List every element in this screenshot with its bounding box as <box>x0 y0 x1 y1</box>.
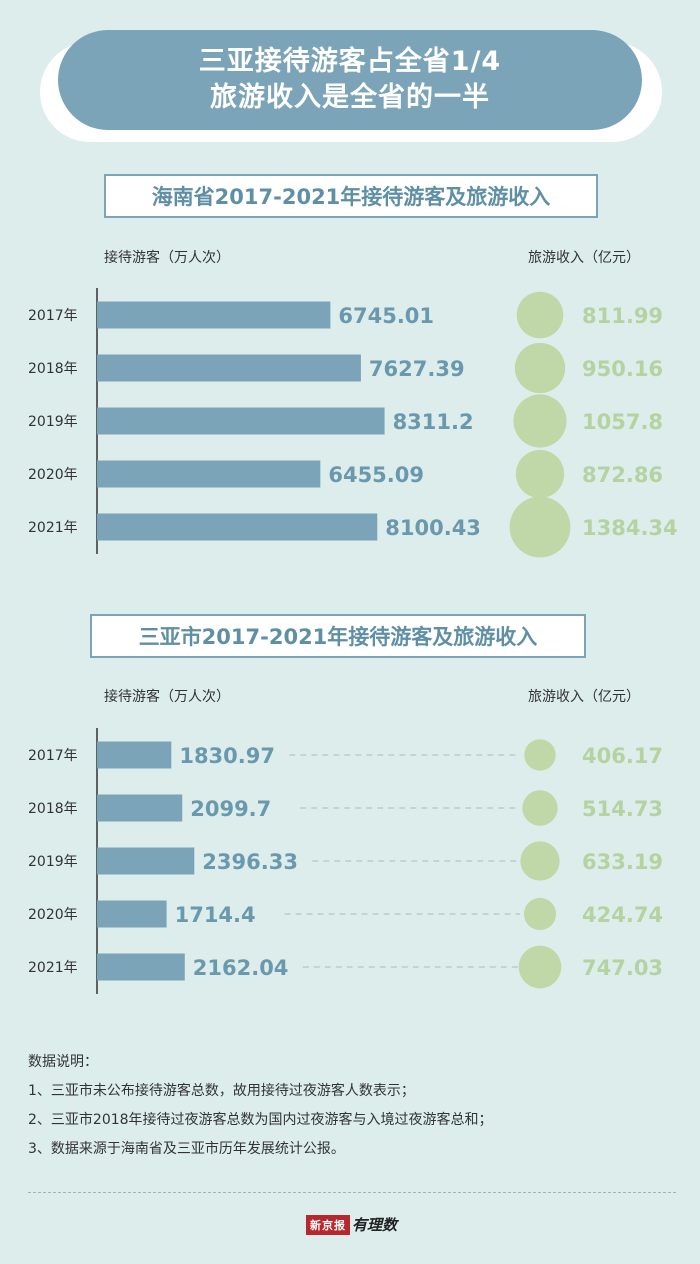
category-label: 2021年 <box>28 960 78 976</box>
right-axis-label-hainan: 旅游收入（亿元） <box>528 250 640 266</box>
category-label: 2018年 <box>28 801 78 817</box>
revenue-value-label: 406.17 <box>582 744 663 768</box>
revenue-bubble <box>514 342 566 394</box>
note-item: 3、数据来源于海南省及三亚市历年发展统计公报。 <box>28 1141 345 1157</box>
left-axis-label-sanya: 接待游客（万人次） <box>104 689 230 705</box>
revenue-bubble <box>523 897 557 931</box>
category-label: 2020年 <box>28 467 78 483</box>
revenue-value-label: 1384.34 <box>582 516 678 540</box>
revenue-value-label: 872.86 <box>582 463 663 487</box>
visitor-value-label: 6455.09 <box>328 463 424 487</box>
logo-text: 有理数 <box>352 1216 398 1234</box>
revenue-value-label: 1057.8 <box>582 410 663 434</box>
revenue-bubble <box>516 291 564 339</box>
visitor-value-label: 1714.4 <box>175 903 256 927</box>
category-label: 2019年 <box>28 414 78 430</box>
revenue-bubble <box>509 496 571 558</box>
revenue-bubble <box>522 790 558 826</box>
visitor-value-label: 8100.43 <box>385 516 481 540</box>
revenue-value-label: 811.99 <box>582 304 663 328</box>
visitor-value-label: 8311.2 <box>393 410 474 434</box>
note-item: 1、三亚市未公布接待游客总数，故用接待过夜游客人数表示； <box>28 1083 415 1099</box>
visitor-value-label: 2162.04 <box>193 956 289 980</box>
visitor-bar <box>97 900 167 928</box>
publisher-logo: 新京报 有理数 <box>306 1214 397 1235</box>
page-title-line2: 旅游收入是全省的一半 <box>210 82 490 113</box>
revenue-value-label: 950.16 <box>582 357 663 381</box>
visitor-bar <box>97 301 331 329</box>
category-label: 2021年 <box>28 520 78 536</box>
visitor-bar <box>97 847 195 875</box>
category-label: 2019年 <box>28 854 78 870</box>
right-axis-label-sanya: 旅游收入（亿元） <box>528 689 640 705</box>
visitor-bar <box>97 794 183 822</box>
visitor-bar <box>97 460 321 488</box>
category-label: 2017年 <box>28 308 78 324</box>
visitor-value-label: 2396.33 <box>202 850 298 874</box>
revenue-value-label: 424.74 <box>582 903 663 927</box>
data-notes: 数据说明： 1、三亚市未公布接待游客总数，故用接待过夜游客人数表示； 2、三亚市… <box>28 1048 678 1164</box>
page-title-line1: 三亚接待游客占全省1/4 <box>198 46 502 77</box>
logo-box: 新京报 <box>306 1214 350 1235</box>
revenue-bubble <box>518 945 562 989</box>
visitor-bar <box>97 741 172 769</box>
category-label: 2020年 <box>28 907 78 923</box>
footer-divider <box>28 1192 676 1193</box>
chart-hainan: 2017年 6745.01 811.99 2018年 7627.39 950.16 2019… <box>28 288 678 558</box>
visitor-value-label: 2099.7 <box>190 797 271 821</box>
revenue-value-label: 747.03 <box>582 956 663 980</box>
visitor-bar <box>97 354 361 382</box>
revenue-bubble <box>515 449 565 499</box>
revenue-bubble <box>513 394 567 448</box>
visitor-value-label: 7627.39 <box>369 357 465 381</box>
title-banner: 三亚接待游客占全省1/4 旅游收入是全省的一半 <box>58 30 642 130</box>
revenue-bubble <box>520 841 560 881</box>
revenue-bubble <box>524 739 556 771</box>
note-item: 2、三亚市2018年接待过夜游客总数为国内过夜游客与入境过夜游客总和； <box>28 1112 493 1128</box>
visitor-bar <box>97 407 385 435</box>
revenue-value-label: 514.73 <box>582 797 663 821</box>
visitor-value-label: 1830.97 <box>179 744 275 768</box>
section-title-hainan: 海南省2017-2021年接待游客及旅游收入 <box>104 174 598 218</box>
notes-heading: 数据说明： <box>28 1054 98 1070</box>
section-title-sanya: 三亚市2017-2021年接待游客及旅游收入 <box>90 614 586 658</box>
category-label: 2018年 <box>28 361 78 377</box>
visitor-bar <box>97 513 378 541</box>
revenue-value-label: 633.19 <box>582 850 663 874</box>
visitor-value-label: 6745.01 <box>338 304 434 328</box>
left-axis-label-hainan: 接待游客（万人次） <box>104 250 230 266</box>
chart-sanya: 2017年 1830.97 406.17 2018年 2099.7 514.73 2019年… <box>28 728 663 994</box>
visitor-bar <box>97 953 185 981</box>
category-label: 2017年 <box>28 748 78 764</box>
